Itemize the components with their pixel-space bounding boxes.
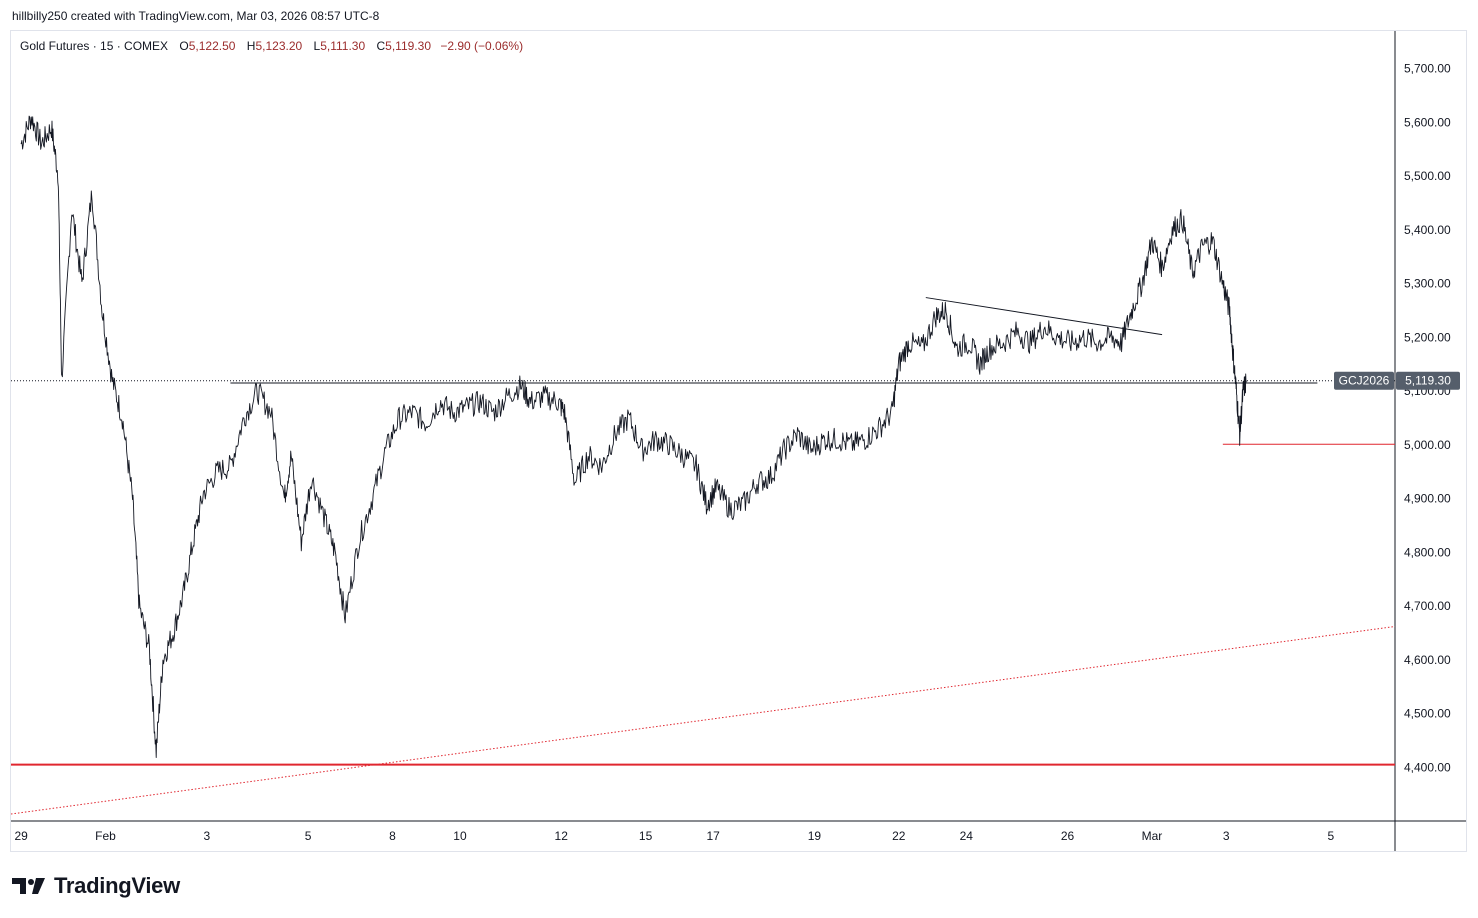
legend-open: 5,122.50: [188, 39, 236, 53]
x-tick-label: 26: [1061, 829, 1075, 843]
y-tick-label: 5,300.00: [1404, 277, 1451, 291]
y-tick-label: 4,600.00: [1404, 653, 1451, 667]
x-tick-label: 12: [555, 829, 569, 843]
y-tick-label: 5,600.00: [1404, 115, 1451, 129]
symbol-badge: GCJ2026: [1339, 374, 1390, 388]
y-tick-label: 4,900.00: [1404, 492, 1451, 506]
legend-symbol: Gold Futures · 15 · COMEX: [20, 39, 169, 53]
x-tick-label: 29: [14, 829, 28, 843]
tradingview-brand[interactable]: TradingView: [12, 873, 180, 899]
x-tick-label: 10: [453, 829, 467, 843]
legend-high-label: H: [246, 39, 256, 53]
price-series-line: [20, 115, 1247, 758]
x-tick-label: 22: [892, 829, 906, 843]
legend-low: 5,111.30: [320, 39, 366, 53]
symbol-badge-bg: [1334, 371, 1394, 390]
x-tick-label: 3: [203, 829, 210, 843]
legend-high: 5,123.20: [255, 39, 303, 53]
legend-close: 5,119.30: [385, 39, 431, 53]
y-tick-label: 5,500.00: [1404, 169, 1451, 183]
chart-frame: [10, 30, 1467, 852]
y-tick-label: 5,700.00: [1404, 62, 1451, 76]
y-tick-label: 4,400.00: [1404, 760, 1451, 774]
y-tick-label: 4,500.00: [1404, 707, 1451, 721]
x-tick-label: Feb: [95, 829, 116, 843]
y-tick-label: 5,000.00: [1404, 438, 1451, 452]
chart-credit: hillbilly250 created with TradingView.co…: [12, 9, 380, 23]
last-price-badge: 5,119.30: [1405, 374, 1451, 388]
x-tick-label: 5: [1328, 829, 1335, 843]
x-tick-label: 19: [808, 829, 822, 843]
x-tick-label: Mar: [1142, 829, 1163, 843]
y-tick-label: 5,200.00: [1404, 330, 1451, 344]
x-tick-label: 5: [305, 829, 312, 843]
legend-low-label: L: [313, 39, 321, 53]
tradingview-wordmark: TradingView: [54, 873, 180, 898]
y-tick-label: 5,400.00: [1404, 223, 1451, 237]
legend-close-label: C: [376, 39, 386, 53]
legend-open-label: O: [179, 39, 189, 53]
x-tick-label: 8: [389, 829, 396, 843]
y-tick-label: 4,800.00: [1404, 545, 1451, 559]
ohlc-legend: Gold Futures · 15 · COMEX O5,122.50 H5,1…: [20, 39, 523, 53]
last-price-badge-bg: [1396, 371, 1460, 390]
x-tick-label: 15: [639, 829, 653, 843]
y-tick-label: 4,700.00: [1404, 599, 1451, 613]
legend-change: −2.90 (−0.06%): [440, 39, 524, 53]
x-tick-label: 3: [1223, 829, 1230, 843]
rising-support-trendline: [10, 625, 1396, 815]
tradingview-logo-icon: [12, 878, 45, 894]
x-tick-label: 24: [960, 829, 974, 843]
x-tick-label: 17: [706, 829, 720, 843]
